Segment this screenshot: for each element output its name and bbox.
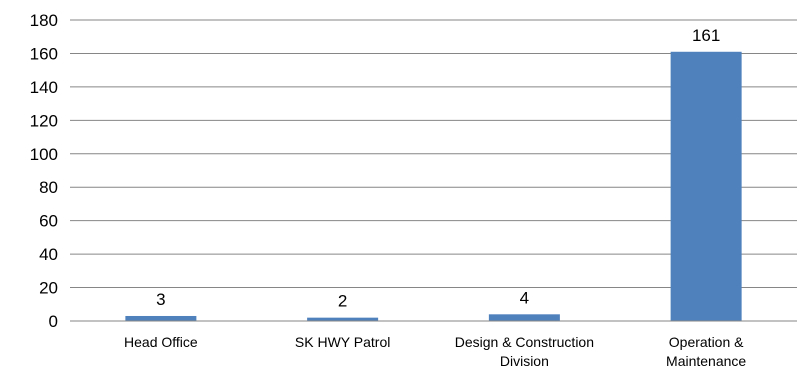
y-tick-label: 100 <box>30 145 58 164</box>
x-tick-label: Design & Construction Division <box>455 334 594 369</box>
bar <box>488 314 560 321</box>
gridlines <box>70 19 797 289</box>
y-tick-label: 140 <box>30 78 58 97</box>
x-tick-label: Head Office <box>124 334 198 350</box>
bar <box>307 317 379 321</box>
y-axis-ticks: 0 20 40 60 80 100 120 140 160 180 <box>30 11 58 331</box>
y-tick-label: 0 <box>49 312 58 331</box>
data-label: 2 <box>338 292 347 311</box>
bar <box>670 51 742 322</box>
y-tick-label: 80 <box>39 178 58 197</box>
y-tick-label: 180 <box>30 11 58 30</box>
x-axis-labels: Head Office SK HWY Patrol Design & Constru… <box>124 334 746 369</box>
y-tick-label: 160 <box>30 44 58 63</box>
data-label: 161 <box>692 26 720 45</box>
bar <box>125 315 197 321</box>
data-labels: 3 2 4 161 <box>156 26 720 311</box>
x-tick-label: SK HWY Patrol <box>295 334 390 350</box>
bars <box>125 51 742 322</box>
data-label: 3 <box>156 290 165 309</box>
data-label: 4 <box>520 288 529 307</box>
y-tick-label: 40 <box>39 245 58 264</box>
y-tick-label: 60 <box>39 212 58 231</box>
x-tick-label: Operation & Maintenance <box>666 334 746 369</box>
y-tick-label: 20 <box>39 279 58 298</box>
y-tick-label: 120 <box>30 111 58 130</box>
